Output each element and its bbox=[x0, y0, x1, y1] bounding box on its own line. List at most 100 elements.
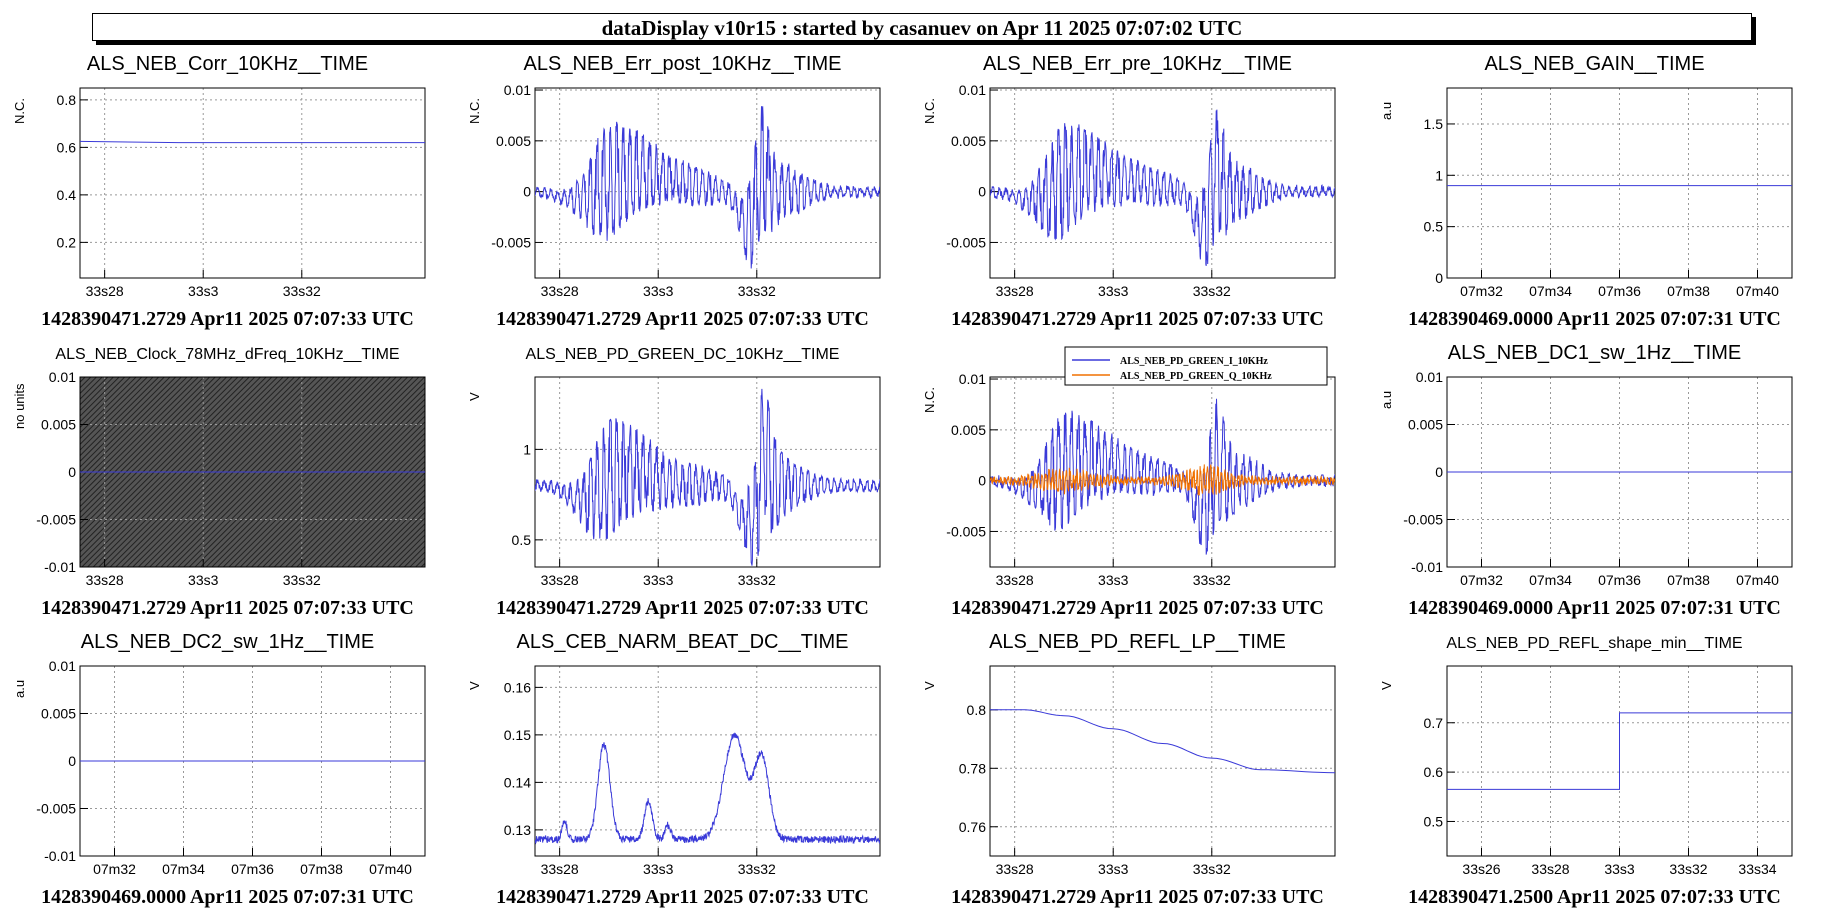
y-tick-label: 0 bbox=[1435, 270, 1443, 286]
x-tick-label: 33s28 bbox=[541, 283, 579, 299]
y-tick-label: 0 bbox=[978, 473, 986, 489]
chart-svg: -0.005 0 0.005 0.01 33s28 33s3 33s32 bbox=[491, 82, 881, 299]
y-tick-label: 0.005 bbox=[1408, 417, 1443, 433]
y-tick-label: 0.005 bbox=[41, 706, 76, 722]
chart-footer-timestamp: 1428390469.0000 Apr11 2025 07:07:31 UTC bbox=[1408, 308, 1781, 330]
x-tick-label: 33s3 bbox=[643, 572, 674, 588]
x-tick-label: 07m38 bbox=[1667, 572, 1710, 588]
chart-svg: -0.005 0 0.005 0.01 33s28 33s3 33s32 ALS_NEB_PD… bbox=[946, 346, 1336, 588]
chart-panel: ALS_NEB_DC2_sw_1Hz__TIME a.u 1428390469.00… bbox=[0, 626, 455, 917]
plot-frame bbox=[534, 376, 881, 568]
y-tick-label: 0 bbox=[1435, 464, 1443, 480]
y-tick-label: -0.005 bbox=[491, 234, 531, 250]
x-tick-label: 07m32 bbox=[1460, 572, 1503, 588]
y-tick-label: 0.01 bbox=[1416, 369, 1443, 385]
y-tick-label: 0.5 bbox=[1424, 219, 1444, 235]
chart-svg: 0.5 0.6 0.7 33s26 33s28 33s3 33s32 33s34 bbox=[1424, 665, 1793, 877]
x-tick-label: 33s32 bbox=[1193, 861, 1231, 877]
x-tick-label: 33s32 bbox=[283, 572, 321, 588]
chart-svg: 0.2 0.4 0.6 0.8 33s28 33s3 33s32 bbox=[57, 87, 426, 299]
x-tick-label: 07m40 bbox=[369, 861, 412, 877]
chart-title: ALS_NEB_DC1_sw_1Hz__TIME bbox=[1447, 342, 1742, 364]
legend-entry: ALS_NEB_PD_GREEN_Q_10KHz bbox=[1120, 371, 1272, 382]
x-tick-label: 07m36 bbox=[1598, 572, 1641, 588]
y-tick-label: 1 bbox=[523, 441, 531, 457]
x-tick-label: 33s3 bbox=[188, 572, 219, 588]
chart-panel: ALS_NEB_Err_post_10KHz__TIME N.C. 14283904… bbox=[455, 48, 910, 339]
y-tick-label: -0.01 bbox=[44, 559, 76, 575]
chart-title: ALS_NEB_Clock_78MHz_dFreq_10KHz__TIME bbox=[55, 346, 400, 363]
x-tick-label: 33s32 bbox=[283, 283, 321, 299]
y-tick-label: -0.005 bbox=[36, 801, 76, 817]
x-tick-label: 07m32 bbox=[93, 861, 136, 877]
chart-footer-timestamp: 1428390471.2729 Apr11 2025 07:07:33 UTC bbox=[951, 597, 1324, 619]
chart-panel: ALS_NEB_Corr_10KHz__TIME N.C. 1428390471.2… bbox=[0, 48, 455, 339]
chart-title: ALS_NEB_PD_REFL_shape_min__TIME bbox=[1446, 635, 1743, 652]
x-tick-label: 33s32 bbox=[1669, 861, 1707, 877]
y-tick-label: 0.005 bbox=[41, 417, 76, 433]
chart-panel: ALS_NEB_PD_REFL_LP__TIME V 1428390471.2729… bbox=[910, 626, 1365, 917]
chart-footer-timestamp: 1428390469.0000 Apr11 2025 07:07:31 UTC bbox=[41, 886, 414, 908]
chart-panel: ALS_CEB_NARM_BEAT_DC__TIME V 1428390471.27… bbox=[455, 626, 910, 917]
y-tick-label: 0.7 bbox=[1424, 715, 1444, 731]
x-tick-label: 33s32 bbox=[1193, 283, 1231, 299]
x-tick-label: 07m40 bbox=[1736, 572, 1779, 588]
chart-svg: 0.76 0.78 0.8 33s28 33s3 33s32 bbox=[959, 665, 1336, 877]
chart-title: ALS_NEB_Err_post_10KHz__TIME bbox=[523, 53, 842, 75]
x-tick-label: 33s34 bbox=[1738, 861, 1776, 877]
x-tick-label: 07m38 bbox=[1667, 283, 1710, 299]
plot-frame bbox=[989, 665, 1336, 857]
chart-title: ALS_NEB_DC2_sw_1Hz__TIME bbox=[80, 631, 375, 653]
y-tick-label: 1 bbox=[1435, 167, 1443, 183]
y-tick-label: 0.005 bbox=[496, 133, 531, 149]
y-tick-label: 0.005 bbox=[951, 133, 986, 149]
y-tick-label: 0 bbox=[68, 464, 76, 480]
series-line bbox=[535, 732, 880, 845]
y-tick-label: -0.005 bbox=[946, 523, 986, 539]
chart-footer-timestamp: 1428390471.2729 Apr11 2025 07:07:33 UTC bbox=[496, 308, 869, 330]
x-tick-label: 33s28 bbox=[1531, 861, 1569, 877]
chart-svg: -0.01 -0.005 0 0.005 0.01 07m32 07m34 07m36 07m3… bbox=[36, 658, 426, 877]
x-tick-label: 07m40 bbox=[1736, 283, 1779, 299]
series-line bbox=[990, 464, 1335, 496]
y-tick-label: 0.13 bbox=[504, 822, 531, 838]
x-tick-label: 33s28 bbox=[996, 572, 1034, 588]
series-line bbox=[1447, 712, 1792, 790]
chart-footer-timestamp: 1428390471.2729 Apr11 2025 07:07:33 UTC bbox=[41, 597, 414, 619]
y-tick-label: 0.5 bbox=[512, 532, 532, 548]
x-tick-label: 33s28 bbox=[86, 283, 124, 299]
chart-footer-timestamp: 1428390471.2729 Apr11 2025 07:07:33 UTC bbox=[951, 308, 1324, 330]
plot-frame bbox=[534, 665, 881, 857]
x-tick-label: 33s3 bbox=[1604, 861, 1635, 877]
x-tick-label: 33s28 bbox=[996, 283, 1034, 299]
y-tick-label: 1.5 bbox=[1424, 116, 1444, 132]
y-tick-label: 0.5 bbox=[1424, 813, 1444, 829]
y-tick-label: 0.8 bbox=[57, 92, 77, 108]
x-tick-label: 33s28 bbox=[86, 572, 124, 588]
y-tick-label: -0.005 bbox=[36, 512, 76, 528]
series-line bbox=[535, 106, 880, 269]
chart-svg: 0.5 1 33s28 33s3 33s32 bbox=[512, 376, 881, 588]
y-tick-label: 0.01 bbox=[959, 371, 986, 387]
x-tick-label: 33s28 bbox=[541, 861, 579, 877]
chart-title: ALS_NEB_PD_GREEN_DC_10KHz__TIME bbox=[525, 346, 840, 363]
chart-panel: ALS_NEB_DC1_sw_1Hz__TIME a.u 1428390469.00… bbox=[1367, 337, 1822, 628]
chart-panel: ALS_NEB_Err_pre_10KHz__TIME N.C. 142839047… bbox=[910, 48, 1365, 339]
chart-panel: ALS_NEB_PD_GREEN_DC_10KHz__TIME V 14283904… bbox=[455, 337, 910, 628]
chart-footer-timestamp: 1428390471.2500 Apr11 2025 07:07:33 UTC bbox=[1408, 886, 1781, 908]
y-tick-label: 0.01 bbox=[49, 369, 76, 385]
y-tick-label: 0.005 bbox=[951, 422, 986, 438]
chart-footer-timestamp: 1428390469.0000 Apr11 2025 07:07:31 UTC bbox=[1408, 597, 1781, 619]
chart-panel: ALS_NEB_Clock_78MHz_dFreq_10KHz__TIME no … bbox=[0, 337, 455, 628]
y-tick-label: 0.8 bbox=[967, 702, 987, 718]
chart-svg: -0.005 0 0.005 0.01 33s28 33s3 33s32 bbox=[946, 82, 1336, 299]
y-tick-label: 0.4 bbox=[57, 187, 77, 203]
x-tick-label: 07m36 bbox=[1598, 283, 1641, 299]
x-tick-label: 33s3 bbox=[1098, 861, 1129, 877]
x-tick-label: 33s32 bbox=[1193, 572, 1231, 588]
y-tick-label: 0.15 bbox=[504, 727, 531, 743]
y-tick-label: 0 bbox=[523, 184, 531, 200]
chart-svg: 0.13 0.14 0.15 0.16 33s28 33s3 33s32 bbox=[504, 665, 881, 877]
y-tick-label: 0.6 bbox=[57, 139, 77, 155]
y-tick-label: 0.14 bbox=[504, 774, 531, 790]
